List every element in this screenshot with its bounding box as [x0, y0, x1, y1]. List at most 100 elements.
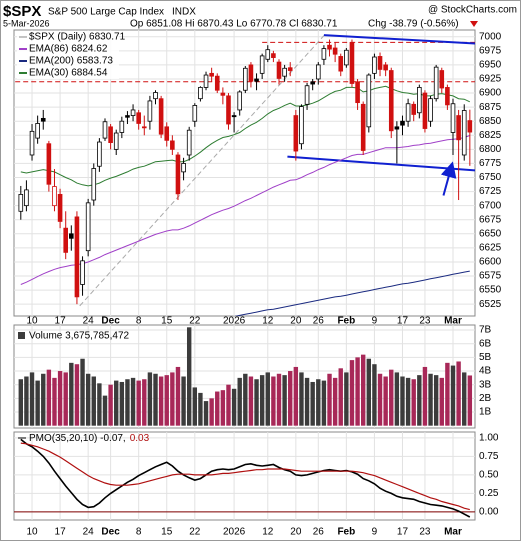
candle-body — [344, 49, 349, 66]
quote: Op 6851.08 Hi 6870.43 Lo 6770.78 Cl 6830… — [130, 19, 338, 30]
volume-bar — [259, 375, 265, 426]
x-tick-label: 23 — [419, 316, 431, 327]
legend-entry: PMO(35,20,10) -0.07, — [29, 433, 126, 444]
pmo-line — [20, 438, 471, 518]
down-triangle — [470, 21, 478, 27]
y-tick-label: 6750 — [479, 172, 502, 183]
candle-body — [248, 64, 254, 82]
candle-body — [63, 227, 69, 253]
volume-bar — [153, 373, 158, 426]
candle-body — [417, 87, 422, 114]
candle-body — [400, 120, 405, 126]
candle-body — [186, 129, 192, 156]
annotation-line — [79, 35, 325, 307]
candle-body — [141, 126, 147, 129]
x-tick-label: 20 — [290, 316, 302, 327]
candle-body — [18, 193, 24, 212]
candle-body — [192, 105, 198, 122]
panel-2 — [14, 432, 475, 520]
volume-bar — [136, 380, 141, 426]
volume-bar — [271, 376, 276, 426]
candle-body — [97, 141, 102, 167]
volume-bar — [18, 379, 23, 426]
candle-body — [102, 121, 108, 139]
candle-body — [461, 110, 467, 156]
candle-body — [293, 115, 299, 152]
candle-body — [282, 67, 287, 77]
volume-bar — [288, 371, 293, 426]
legend-swatch — [18, 332, 25, 339]
volume-bar — [304, 377, 310, 426]
y-tick-label: 0.75 — [479, 451, 499, 462]
candle-body — [243, 67, 248, 91]
candle-body — [265, 49, 271, 60]
volume-bar — [215, 391, 220, 426]
volume-bar — [405, 377, 411, 426]
y-tick-label: 5B — [479, 352, 492, 363]
candle-body — [388, 70, 394, 132]
annotation-line — [440, 161, 457, 196]
volume-bar — [265, 372, 270, 426]
candle-body — [164, 126, 170, 141]
y-tick-label: 6575 — [479, 271, 502, 282]
x-tick-label: 15 — [161, 316, 173, 327]
y-tick-label: 1B — [479, 407, 492, 418]
panel-1 — [14, 325, 475, 428]
candle-body — [175, 154, 181, 195]
x-tick-label: 20 — [290, 527, 302, 538]
volume-bar — [74, 364, 80, 426]
legend-label: EMA(86) 6824.62 — [29, 44, 108, 55]
x-tick-label: 12 — [262, 316, 274, 327]
x-tick-label: 10 — [26, 527, 38, 538]
y-tick-label: 6825 — [479, 130, 502, 141]
candle-body — [40, 117, 46, 122]
candle-body — [366, 74, 372, 128]
candle-body — [209, 72, 214, 77]
candle-body — [377, 56, 383, 70]
volume-bar — [355, 357, 360, 426]
volume-bar — [344, 372, 349, 426]
candle-body — [287, 67, 293, 71]
candle-body — [85, 202, 91, 252]
y-tick-label: 3B — [479, 379, 492, 390]
legend-entry: 0.03 — [130, 433, 150, 444]
volume-bar — [158, 376, 164, 426]
volume-bar — [35, 380, 40, 426]
x-tick-label: Feb — [337, 316, 355, 327]
candle-body — [355, 81, 360, 104]
candle-body — [214, 75, 220, 91]
volume-bar — [102, 395, 108, 426]
y-tick-label: 6950 — [479, 60, 502, 71]
volume-bar — [85, 373, 91, 426]
y-tick-label: 0.00 — [479, 507, 499, 518]
candle-body — [394, 126, 400, 130]
candle-body — [113, 132, 119, 150]
legend-label: $SPX (Daily) 6830.71 — [29, 32, 126, 43]
y-tick-label: 6700 — [479, 200, 502, 211]
volume-bar — [377, 373, 383, 426]
index-title: S&P 500 Large Cap Index — [48, 7, 164, 18]
volume-bar — [203, 401, 209, 426]
x-tick-label: Mar — [444, 316, 462, 327]
x-tick-label: 17 — [55, 316, 67, 327]
candle-body — [439, 70, 445, 89]
volume-bar — [130, 377, 136, 426]
volume-bar — [422, 366, 428, 426]
pmo-panel — [13, 431, 476, 521]
volume-bar — [254, 379, 259, 426]
candle-body — [332, 47, 338, 55]
volume-bar — [29, 372, 35, 426]
volume-bar — [108, 384, 113, 426]
ema-line — [20, 135, 470, 285]
volume-bar — [349, 360, 355, 426]
y-tick-label: 6525 — [479, 299, 502, 310]
volume-bar — [310, 381, 315, 426]
candle-body — [315, 64, 321, 80]
x-tick-label: Mar — [444, 527, 462, 538]
candle-body — [271, 53, 276, 58]
volume-bar — [80, 358, 85, 426]
candle-body — [91, 168, 97, 201]
x-tick-label: 17 — [397, 527, 409, 538]
candle-body — [170, 140, 175, 150]
